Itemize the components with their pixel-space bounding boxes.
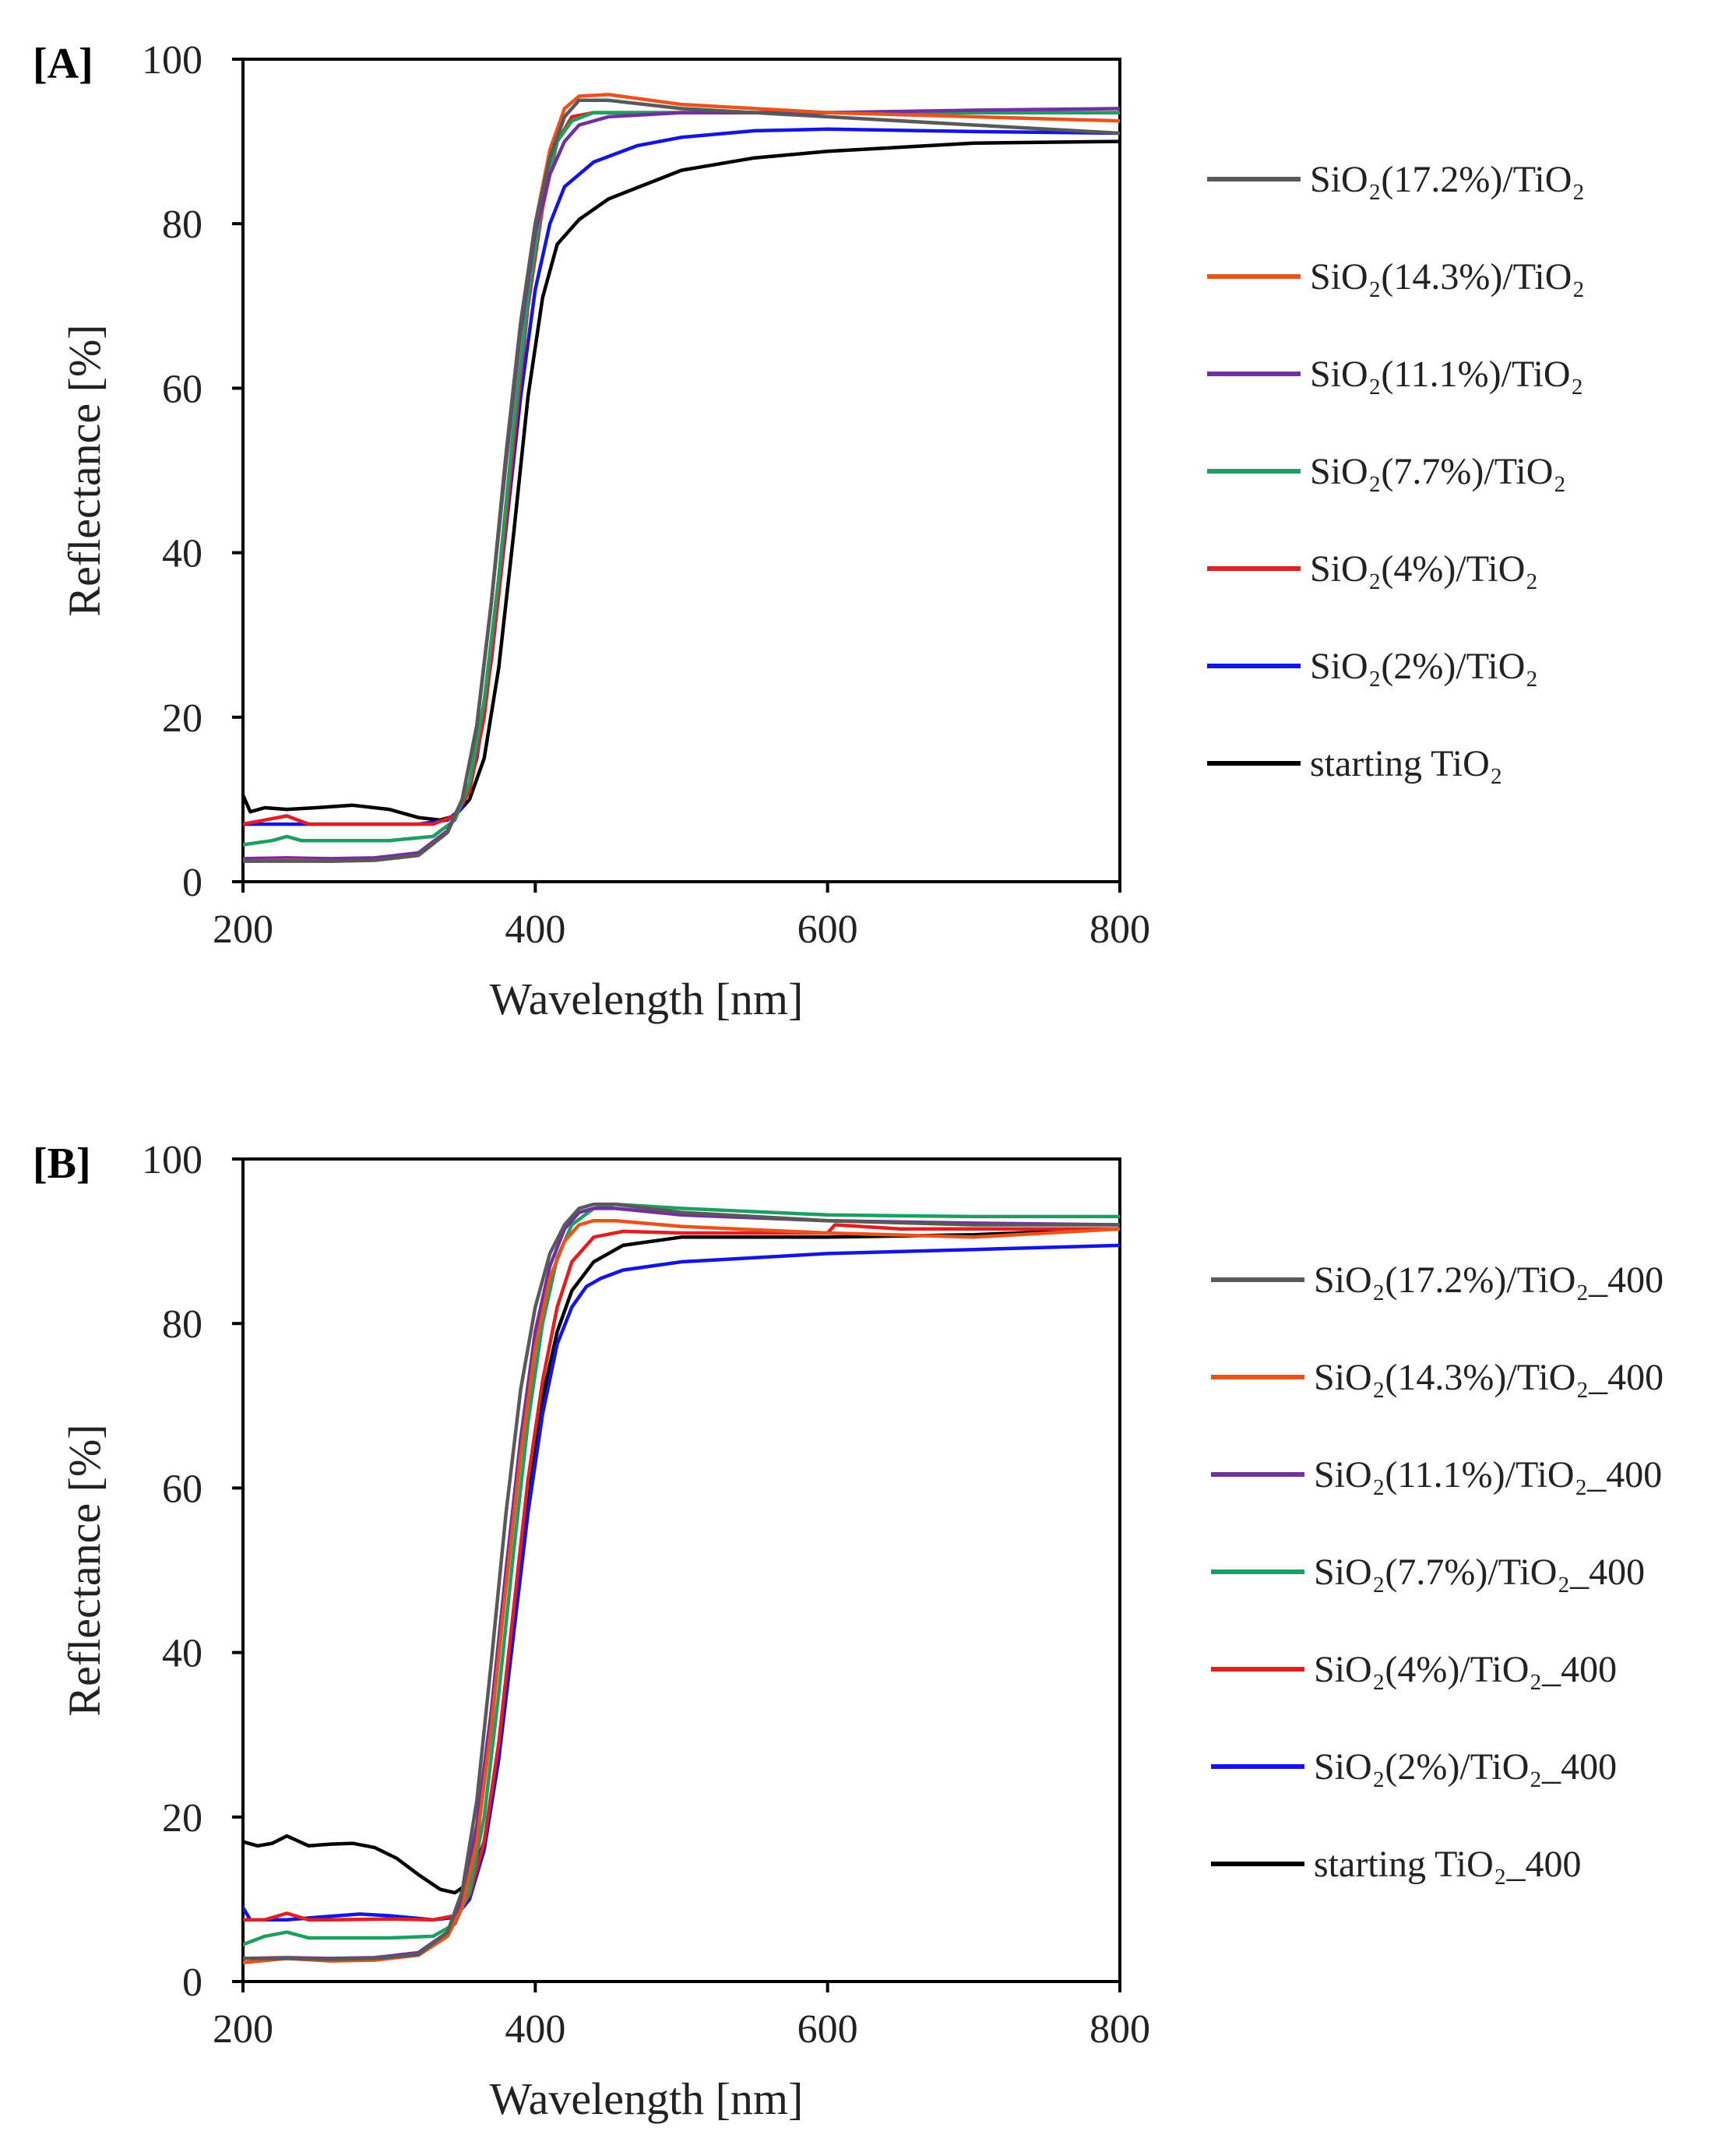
- legend-label: starting TiO₂_400: [1314, 1844, 1581, 1885]
- y-tick-label: 100: [142, 1138, 202, 1182]
- legend-label: SiO₂(11.1%)/TiO₂_400: [1314, 1454, 1662, 1495]
- legend-label: SiO₂(2%)/TiO₂_400: [1314, 1746, 1617, 1788]
- x-tick-label: 200: [213, 2007, 273, 2052]
- legend: SiO₂(17.2%)/TiO₂_400 SiO₂(14.3%)/TiO₂_400…: [1211, 1259, 1663, 1885]
- y-tick-label: 80: [162, 1302, 202, 1347]
- series-line: [243, 1223, 1120, 1922]
- series-line: [243, 107, 1120, 861]
- legend-label: SiO₂(4%)/TiO₂: [1310, 548, 1538, 590]
- y-axis-title: Reflectance [%]: [59, 1424, 110, 1716]
- legend-label: SiO₂(2%)/TiO₂: [1310, 646, 1538, 687]
- series-group: [243, 93, 1120, 863]
- plot-frame: [241, 58, 1121, 883]
- chart-panel-b: [B] 0 20 40 60 80 100 200 400 600 800 Wavelength [n…: [33, 1138, 1663, 2124]
- legend-label: SiO₂(4%)/TiO₂_400: [1314, 1649, 1617, 1690]
- y-tick-label: 100: [142, 38, 202, 83]
- panel-label: [A]: [33, 40, 93, 88]
- y-tick-label: 60: [162, 1467, 202, 1511]
- y-tick-label: 20: [162, 1796, 202, 1841]
- x-tick-label: 600: [797, 907, 858, 952]
- x-tick-label: 400: [505, 907, 565, 952]
- legend-label: SiO₂(11.1%)/TiO₂: [1310, 354, 1583, 395]
- series-line: [243, 127, 1120, 826]
- y-tick-label: 60: [162, 367, 202, 411]
- series-line: [243, 139, 1120, 823]
- legend-label: SiO₂(7.7%)/TiO₂: [1310, 451, 1566, 492]
- x-tick-label: 800: [1090, 907, 1150, 952]
- legend-label: SiO₂(14.3%)/TiO₂_400: [1314, 1357, 1663, 1398]
- plot-frame: [241, 1157, 1121, 1983]
- x-tick-label: 200: [213, 907, 273, 952]
- panel-label: [B]: [33, 1140, 91, 1188]
- y-tick-label: 80: [162, 203, 202, 247]
- y-tick-label: 40: [162, 1632, 202, 1676]
- legend: SiO₂(17.2%)/TiO₂ SiO₂(14.3%)/TiO₂ SiO₂(11.…: [1207, 159, 1585, 784]
- x-tick-label: 600: [797, 2007, 858, 2052]
- legend-label: SiO₂(14.3%)/TiO₂: [1310, 256, 1585, 298]
- x-tick-label: 400: [505, 2007, 565, 2052]
- series-line: [243, 1202, 1120, 1946]
- series-line: [243, 1218, 1120, 1964]
- y-tick-label: 20: [162, 696, 202, 741]
- y-axis-title: Reflectance [%]: [59, 324, 110, 616]
- series-line: [243, 111, 1120, 826]
- legend-label: SiO₂(17.2%)/TiO₂: [1310, 159, 1585, 200]
- series-line: [243, 1202, 1120, 1961]
- series-line: [243, 1243, 1120, 1922]
- series-line: [243, 98, 1120, 863]
- y-tick-label: 40: [162, 532, 202, 576]
- x-axis-title: Wavelength [nm]: [490, 974, 804, 1024]
- series-line: [243, 93, 1120, 863]
- series-group: [243, 1202, 1120, 1964]
- x-tick-label: 800: [1090, 2007, 1150, 2052]
- legend-label: SiO₂(17.2%)/TiO₂_400: [1314, 1259, 1663, 1301]
- x-axis-title: Wavelength [nm]: [490, 2073, 804, 2124]
- series-line: [243, 111, 1120, 847]
- y-tick-label: 0: [182, 861, 202, 905]
- series-line: [243, 1227, 1120, 1895]
- legend-label: SiO₂(7.7%)/TiO₂_400: [1314, 1552, 1645, 1593]
- legend-label: starting TiO₂: [1310, 743, 1502, 784]
- chart-panel-a: [A] 0 20 40 60 80 100 200 400 600 800 Wavelength [n…: [33, 38, 1585, 1024]
- y-tick-label: 0: [182, 1960, 202, 2005]
